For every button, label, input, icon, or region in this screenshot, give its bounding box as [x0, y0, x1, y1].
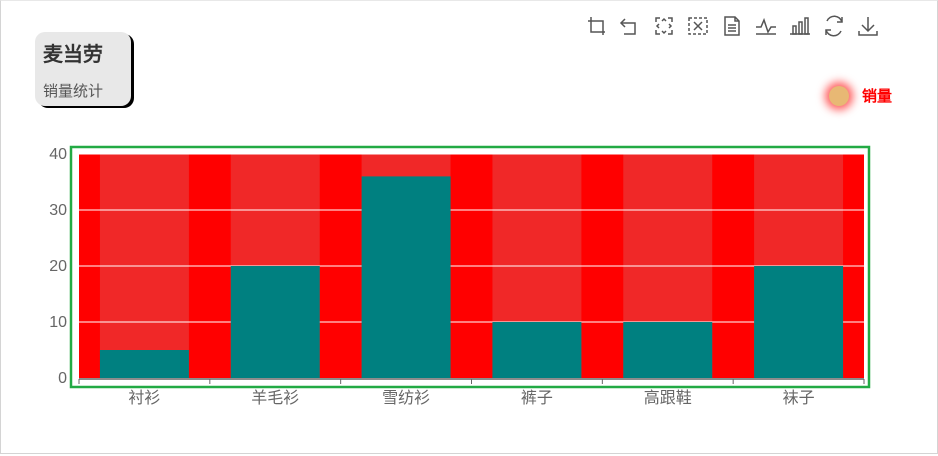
refresh-icon[interactable]: [819, 11, 849, 41]
bar[interactable]: [99, 350, 189, 378]
y-tick-label: 30: [49, 202, 67, 219]
toolbox: [581, 11, 883, 41]
x-tick-label: 衬衫: [128, 389, 160, 407]
bar-chart-icon[interactable]: [785, 11, 815, 41]
chart-title: 麦当劳: [43, 44, 103, 66]
bar[interactable]: [754, 266, 844, 378]
x-tick-label: 裤子: [521, 389, 553, 407]
y-tick-label: 0: [58, 370, 67, 387]
save-image-icon[interactable]: [853, 11, 883, 41]
bar[interactable]: [361, 176, 451, 378]
bar[interactable]: [230, 266, 320, 378]
zoom-icon[interactable]: [581, 11, 611, 41]
restore-icon[interactable]: [649, 11, 679, 41]
x-tick-label: 雪纺衫: [382, 389, 430, 407]
zoom-reset-icon[interactable]: [615, 11, 645, 41]
legend-marker: [829, 85, 849, 106]
grid-border: [69, 145, 871, 389]
y-tick-label: 40: [49, 146, 67, 163]
brush-clear-icon[interactable]: [683, 11, 713, 41]
bar[interactable]: [492, 322, 582, 378]
line-chart-icon[interactable]: [751, 11, 781, 41]
chart-subtitle: 销量统计: [43, 83, 104, 100]
y-tick-label: 10: [49, 314, 67, 331]
legend-item[interactable]: 销量: [829, 85, 892, 106]
x-tick-label: 高跟鞋: [644, 389, 692, 407]
y-tick-label: 20: [49, 258, 67, 275]
bar[interactable]: [623, 322, 713, 378]
legend-label: 销量: [862, 88, 893, 105]
title-box: 麦当劳 销量统计: [35, 32, 131, 106]
x-tick-label: 袜子: [783, 389, 815, 407]
data-view-icon[interactable]: [717, 11, 747, 41]
x-tick-label: 羊毛衫: [251, 389, 299, 407]
